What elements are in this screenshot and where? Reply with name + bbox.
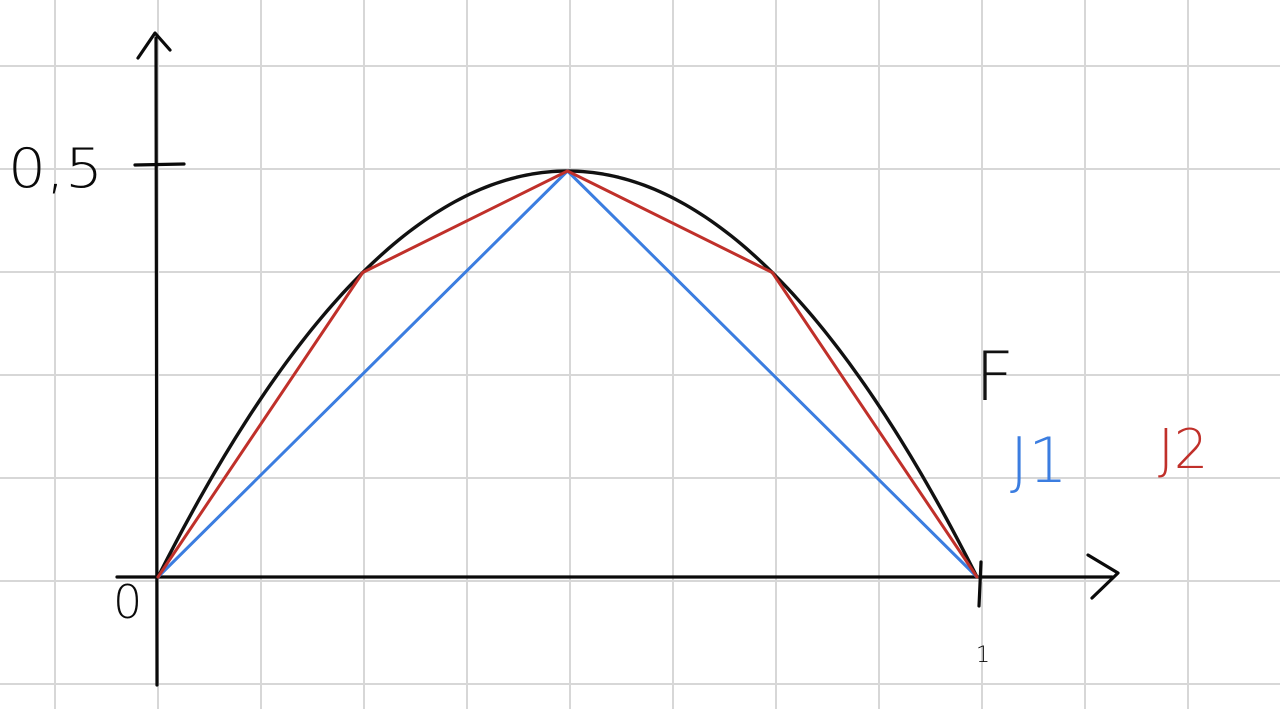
y-tick-top bbox=[133, 162, 186, 167]
y-axis bbox=[154, 36, 159, 687]
legend-label-f: F bbox=[975, 338, 1014, 417]
series-layer bbox=[156, 169, 979, 579]
x-tick-end bbox=[977, 560, 983, 608]
axes bbox=[115, 31, 1120, 687]
x-axis-arrowhead bbox=[1086, 553, 1120, 600]
legend: F J1 J2 bbox=[975, 338, 1208, 497]
x-tick-label-end: 1 bbox=[976, 643, 990, 668]
y-axis-arrowhead bbox=[136, 31, 172, 60]
legend-label-j2: J2 bbox=[1158, 418, 1208, 481]
y-tick-label-top: 0,5 bbox=[8, 137, 103, 200]
x-tick-label-origin: 0 bbox=[113, 575, 142, 629]
tick-labels: 0,5 0 1 bbox=[8, 137, 990, 668]
legend-label-j1: J1 bbox=[1010, 424, 1068, 497]
series-line-j2 bbox=[156, 169, 979, 579]
